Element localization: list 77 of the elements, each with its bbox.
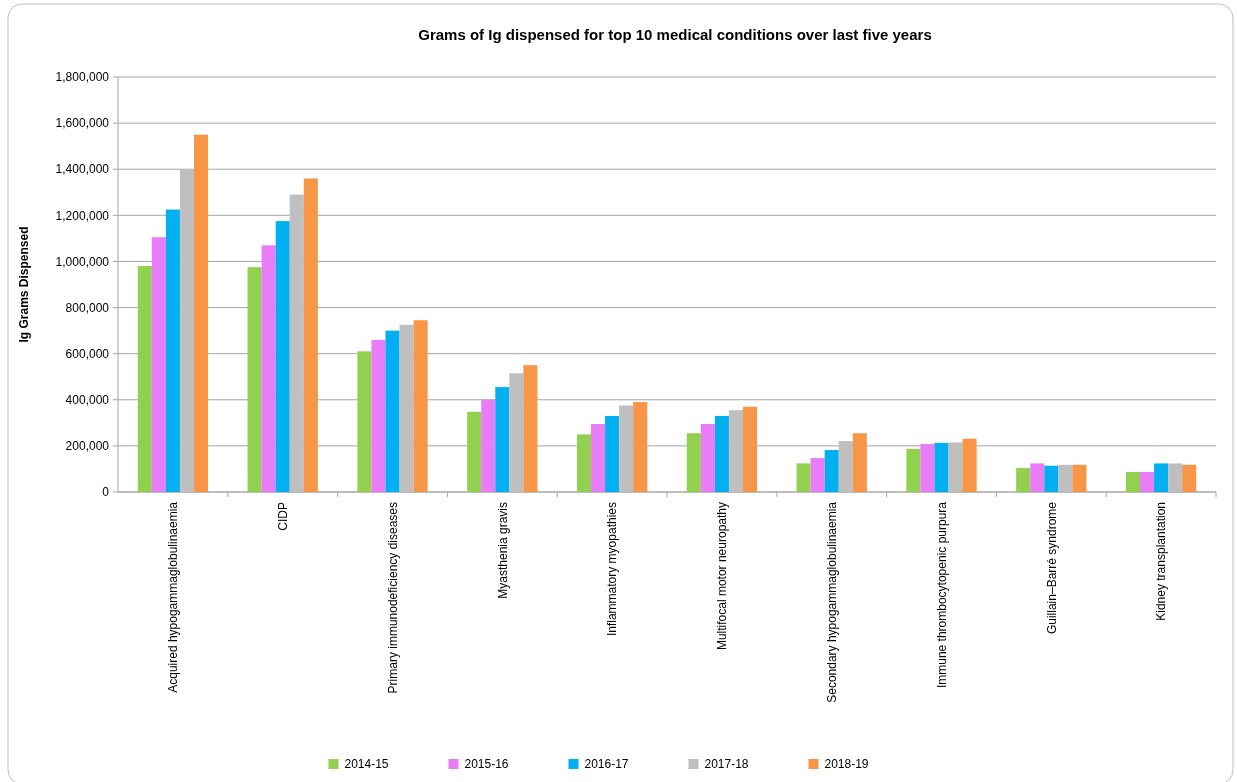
bar	[371, 339, 386, 492]
x-tick-label: Primary immunodeficiency diseases	[385, 502, 400, 694]
x-tick-label: Immune thrombocytopenic purpura	[934, 501, 949, 689]
bar	[1140, 471, 1155, 492]
chart-title: Grams of Ig dispensed for top 10 medical conditions over last five years	[418, 26, 932, 43]
bar	[1125, 471, 1141, 492]
y-tick-label: 200,000	[65, 439, 110, 454]
bar	[838, 441, 853, 492]
bar	[576, 434, 592, 492]
legend-label: 2014-15	[344, 757, 389, 772]
bar	[523, 365, 538, 492]
bar	[193, 134, 209, 492]
x-tick-label: Acquired hypogammaglobulinaemia	[166, 501, 181, 693]
bar	[247, 267, 262, 492]
bar	[165, 209, 180, 492]
x-tick-label: Myasthenia gravis	[495, 502, 510, 599]
y-tick-label: 400,000	[65, 392, 110, 407]
bar	[413, 320, 428, 492]
bar	[495, 387, 510, 492]
bar	[1154, 463, 1169, 492]
bar	[137, 266, 152, 492]
bar	[179, 169, 194, 492]
bar	[962, 438, 977, 492]
legend-label: 2015-16	[464, 757, 509, 772]
bar	[810, 458, 825, 492]
bar	[796, 463, 811, 492]
bar	[1044, 465, 1059, 492]
bar	[824, 450, 839, 492]
bar	[1072, 464, 1087, 492]
bar	[1168, 463, 1183, 492]
bar	[1058, 464, 1073, 492]
bar	[385, 330, 400, 492]
bar	[467, 411, 482, 492]
bar	[289, 194, 304, 492]
legend-label: 2016-17	[584, 757, 629, 772]
x-tick-label: CIDP	[275, 502, 290, 531]
bar	[261, 245, 276, 492]
bar	[700, 423, 715, 492]
y-tick-label: 1,600,000	[55, 116, 110, 131]
y-tick-label: 600,000	[65, 346, 110, 361]
bar	[619, 405, 634, 492]
bar	[275, 221, 290, 492]
legend-label: 2018-19	[824, 757, 869, 772]
bar	[686, 433, 701, 492]
y-tick-label: 1,800,000	[55, 70, 110, 85]
x-tick-label: Kidney transplantation	[1154, 502, 1169, 621]
y-tick-label: 1,200,000	[55, 208, 110, 223]
bar	[920, 444, 935, 492]
bar	[357, 351, 372, 492]
y-tick-label: 0	[102, 485, 110, 500]
bar	[948, 442, 963, 492]
y-tick-label: 800,000	[65, 300, 110, 315]
bar	[1030, 463, 1045, 492]
x-tick-label: Multifocal motor neuropathy	[715, 502, 730, 651]
bar	[633, 402, 648, 492]
x-tick-label: Guillain–Barré syndrome	[1044, 501, 1059, 635]
bar	[1182, 464, 1197, 492]
x-tick-label: Inflammatory myopathies	[605, 502, 620, 637]
bar	[852, 433, 867, 492]
x-tick-label: Secondary hypogammaglobulinaemia	[824, 501, 839, 703]
bar	[906, 448, 921, 492]
bar	[399, 324, 414, 492]
bar	[605, 415, 620, 492]
bar	[1016, 468, 1031, 492]
bar	[714, 415, 729, 492]
bar	[481, 399, 496, 492]
y-axis-title: Ig Grams Dispensed	[17, 226, 31, 343]
bar	[509, 373, 524, 492]
y-tick-label: 1,400,000	[55, 162, 110, 177]
y-tick-label: 1,000,000	[55, 254, 110, 269]
bar	[303, 178, 318, 492]
legend-label: 2017-18	[704, 757, 749, 772]
bar	[742, 406, 758, 492]
bar	[728, 410, 743, 492]
bar	[591, 423, 606, 492]
bar	[934, 442, 949, 492]
bar	[151, 237, 166, 492]
